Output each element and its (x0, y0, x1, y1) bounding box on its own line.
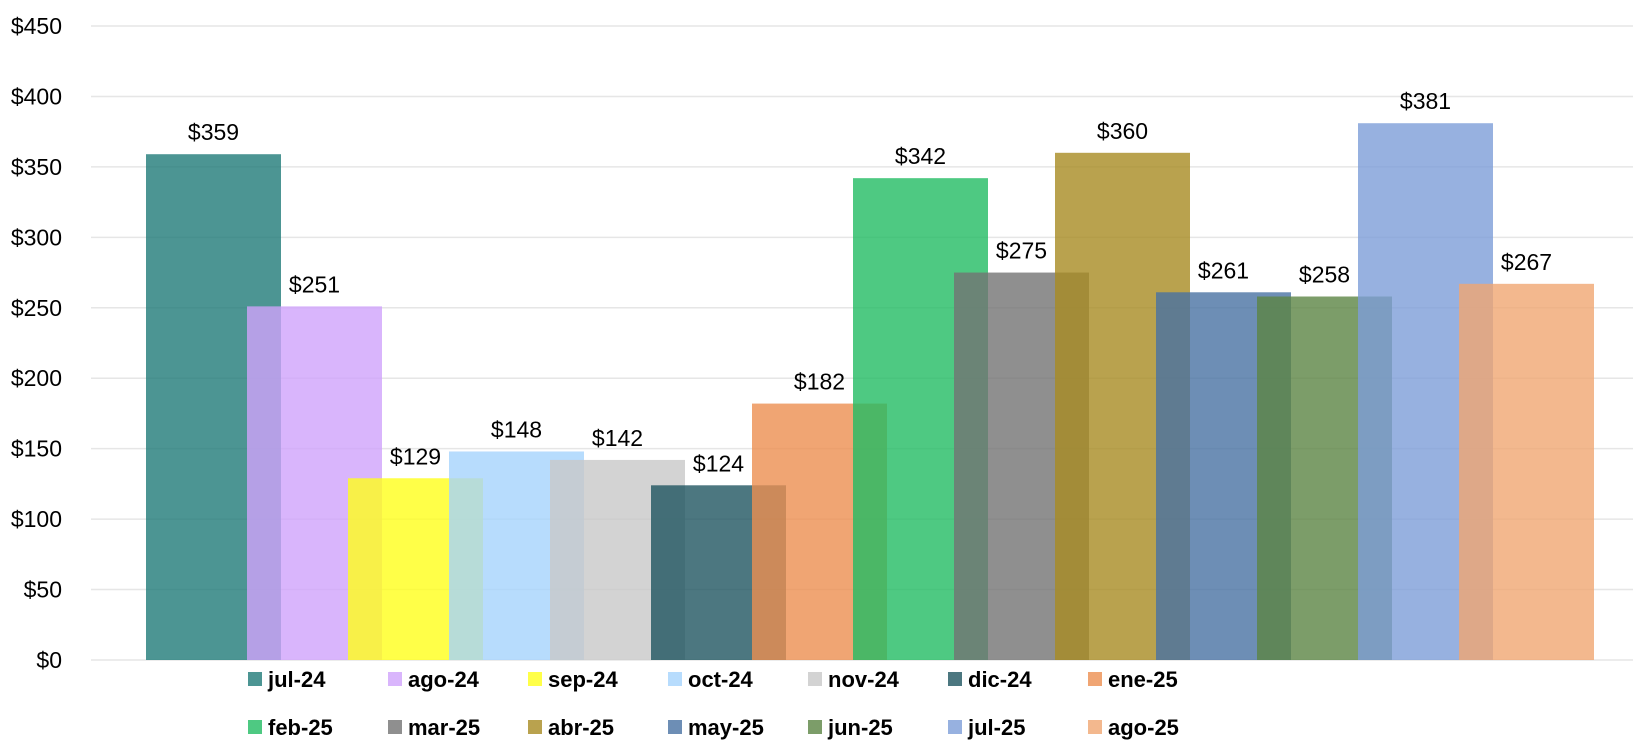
legend-swatch (948, 672, 962, 686)
legend-label: ene-25 (1108, 667, 1178, 692)
y-tick-label: $0 (36, 647, 62, 673)
legend-swatch (528, 720, 542, 734)
legend-label: dic-24 (968, 667, 1032, 692)
legend-swatch (388, 672, 402, 686)
legend-swatch (1088, 720, 1102, 734)
y-tick-label: $450 (11, 13, 62, 39)
y-tick-label: $250 (11, 295, 62, 321)
data-label: $275 (996, 238, 1047, 264)
legend-swatch (808, 720, 822, 734)
data-label: $148 (491, 416, 542, 442)
legend-swatch (668, 720, 682, 734)
legend-label: ago-24 (408, 667, 480, 692)
data-label: $342 (895, 143, 946, 169)
legend-label: oct-24 (688, 667, 754, 692)
y-tick-label: $400 (11, 83, 62, 109)
data-label: $251 (289, 271, 340, 297)
y-tick-label: $100 (11, 506, 62, 532)
y-tick-label: $150 (11, 436, 62, 462)
legend-swatch (528, 672, 542, 686)
legend-swatch (808, 672, 822, 686)
y-tick-label: $50 (24, 577, 62, 603)
legend-swatch (948, 720, 962, 734)
legend-label: ago-25 (1108, 715, 1179, 740)
legend-swatch (248, 720, 262, 734)
legend-swatch (248, 672, 262, 686)
y-tick-label: $200 (11, 365, 62, 391)
legend: jul-24 ago-24 sep-24 oct-24 nov-24 dic-24 ene-… (248, 667, 1179, 740)
legend-label: abr-25 (548, 715, 614, 740)
legend-label: may-25 (688, 715, 764, 740)
y-tick-label: $350 (11, 154, 62, 180)
data-label: $267 (1501, 249, 1552, 275)
data-label: $381 (1400, 88, 1451, 114)
legend-swatch (388, 720, 402, 734)
data-label: $124 (693, 450, 744, 476)
legend-label: feb-25 (268, 715, 333, 740)
legend-label: sep-24 (548, 667, 618, 692)
legend-label: jun-25 (827, 715, 893, 740)
data-labels: $359 $251 $129 $148 $142 $124 $182 $342 $275 $360… (188, 88, 1552, 476)
bars (146, 123, 1594, 661)
legend-label: jul-24 (267, 667, 326, 692)
data-label: $258 (1299, 262, 1350, 288)
data-label: $142 (592, 425, 643, 451)
data-label: $261 (1198, 257, 1249, 283)
legend-swatch (1088, 672, 1102, 686)
legend-swatch (668, 672, 682, 686)
bar-ago-25 (1459, 283, 1594, 660)
data-label: $129 (390, 443, 441, 469)
legend-label: nov-24 (828, 667, 900, 692)
data-label: $182 (794, 369, 845, 395)
y-tick-label: $300 (11, 224, 62, 250)
data-label: $359 (188, 119, 239, 145)
legend-label: mar-25 (408, 715, 480, 740)
data-label: $360 (1097, 118, 1148, 144)
y-axis: $0 $50 $100 $150 $200 $250 $300 $350 $400 $450 (11, 13, 62, 673)
legend-label: jul-25 (967, 715, 1025, 740)
